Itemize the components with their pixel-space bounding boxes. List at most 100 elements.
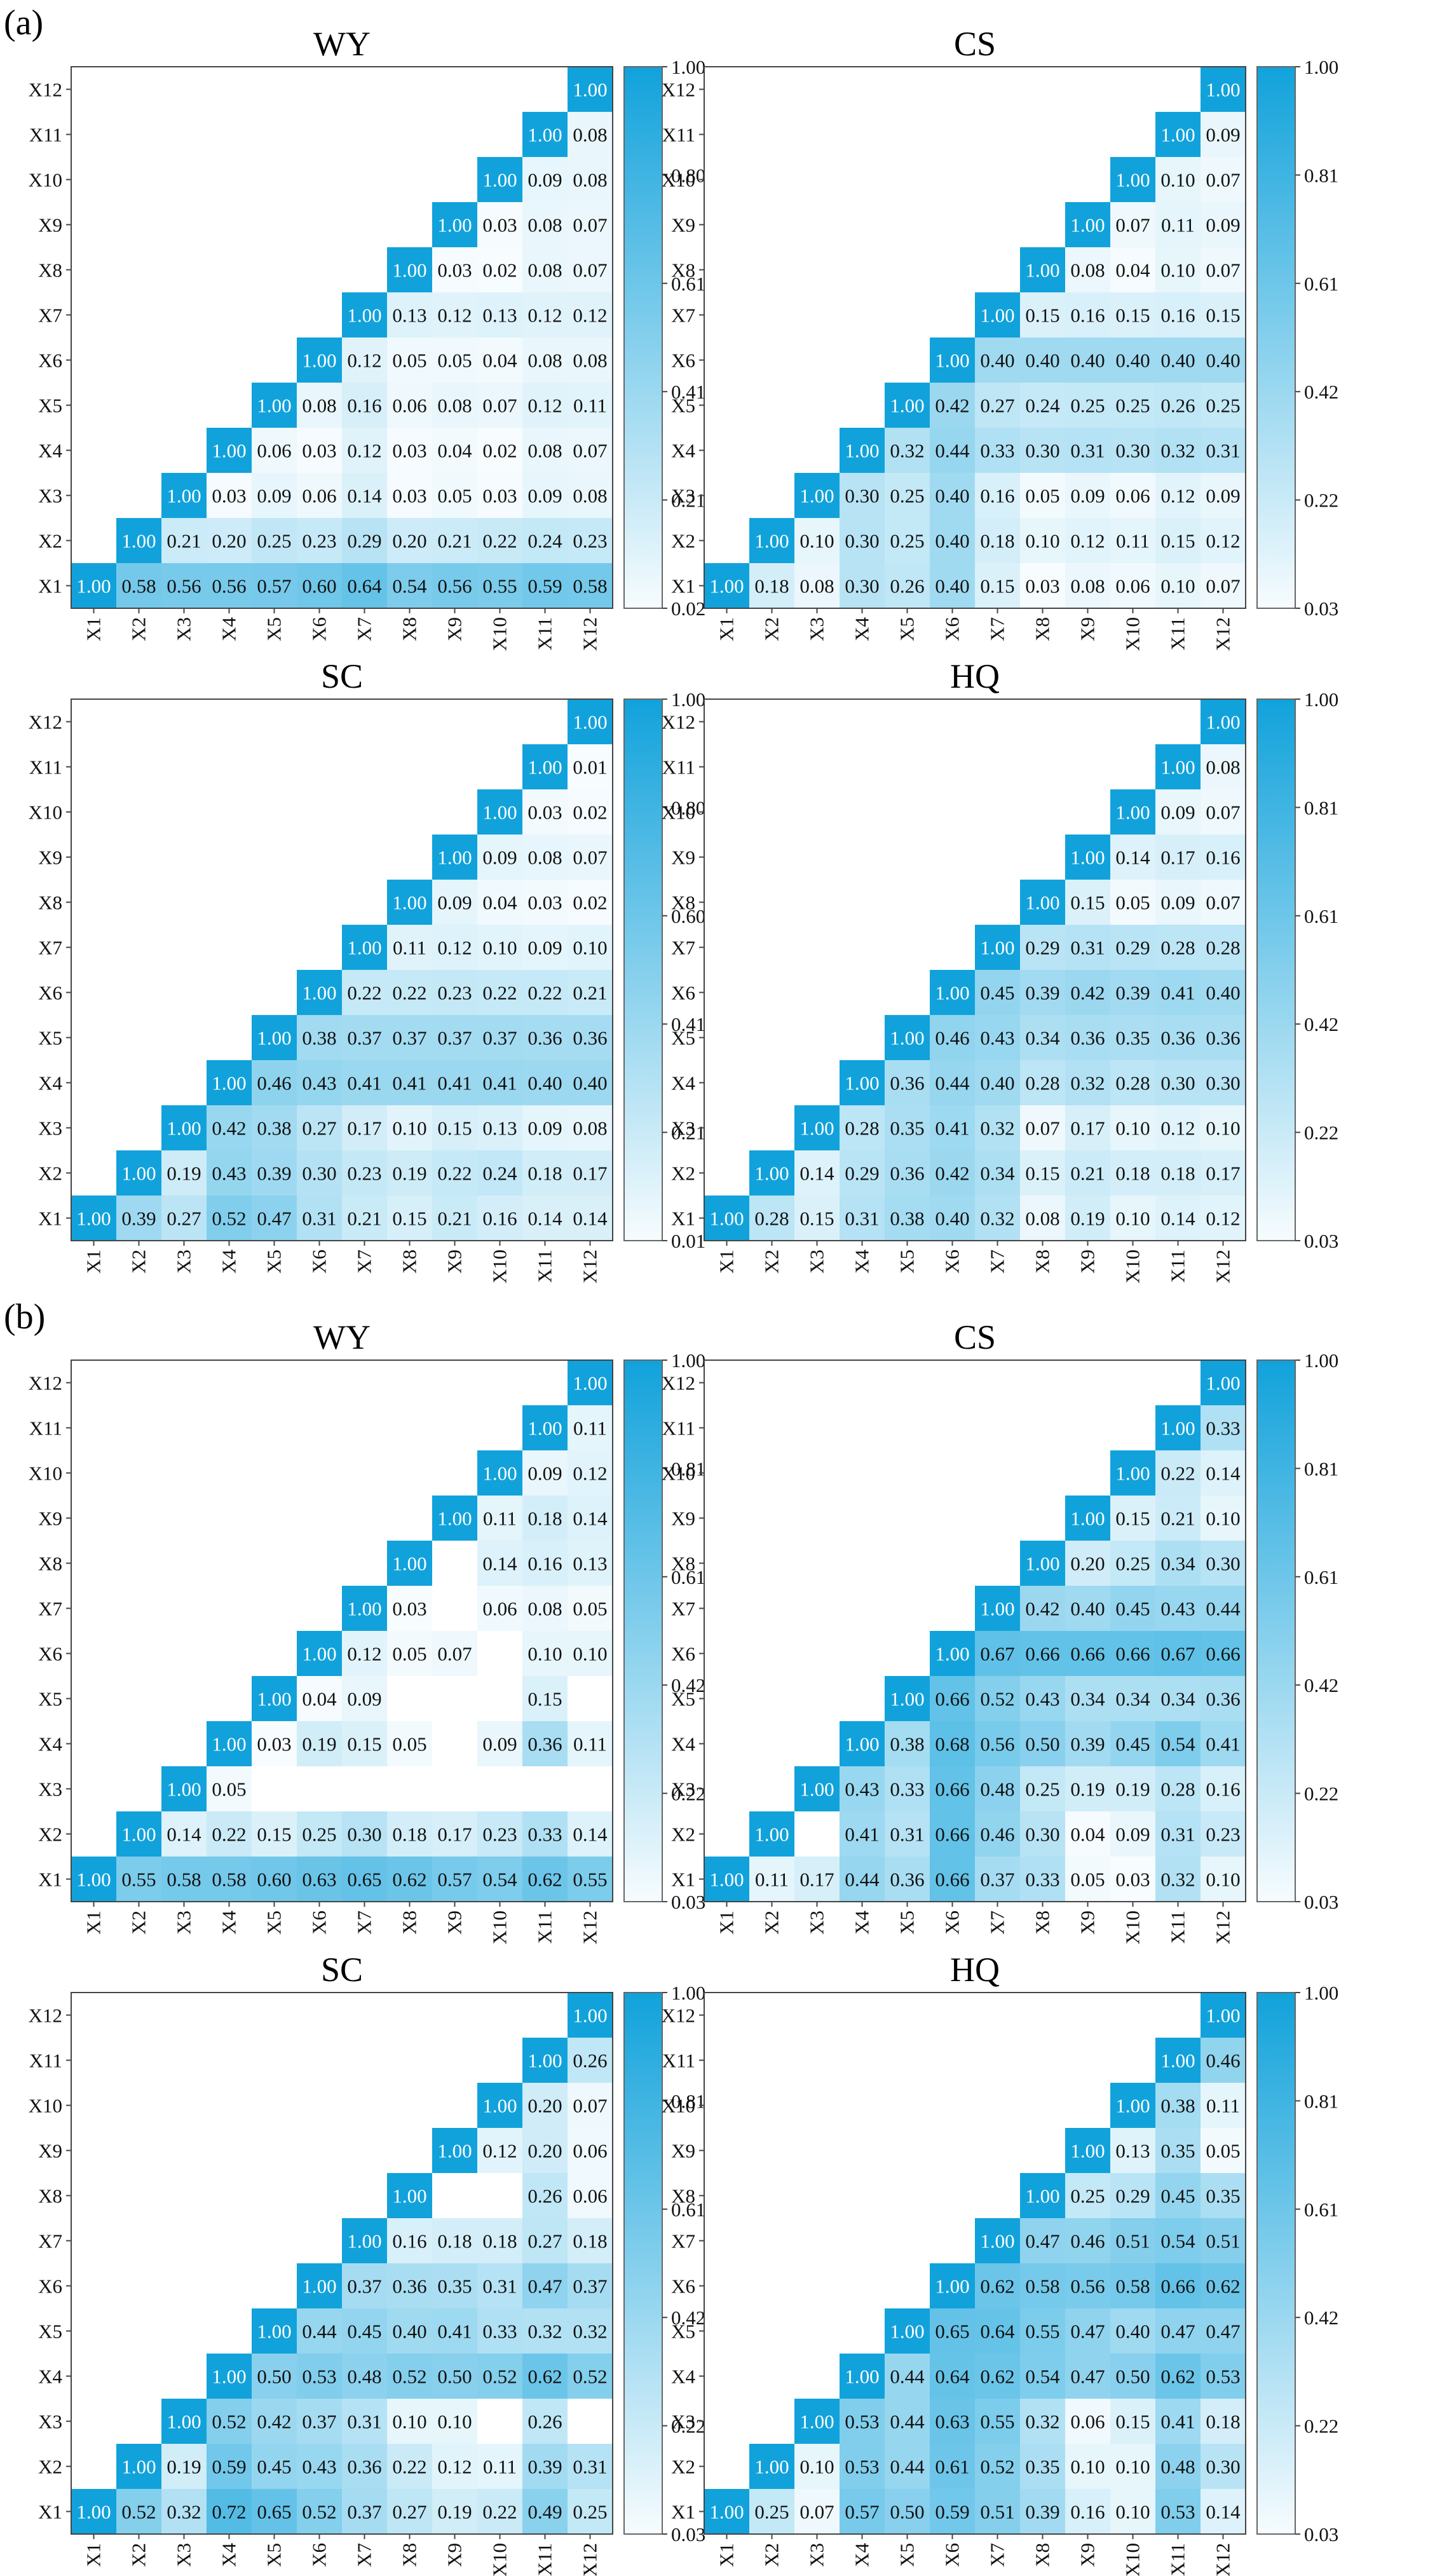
heatmap-cell: [1020, 1811, 1065, 1857]
cell-label: 1.00: [482, 801, 517, 824]
heatmap-cell: [477, 247, 522, 292]
heatmap-cell: [840, 563, 885, 608]
cell-label: 0.39: [257, 1162, 291, 1185]
heatmap-cell: [1201, 1631, 1246, 1676]
cell-label: 0.17: [573, 1162, 607, 1185]
y-tick-label: X1: [38, 1208, 62, 1230]
cell-label: 0.63: [302, 1869, 336, 1891]
y-tick-label: X4: [38, 2366, 62, 2388]
heatmap-cell: [1201, 518, 1246, 563]
heatmap-cell: [1110, 1196, 1155, 1241]
cell-label: 0.04: [482, 892, 517, 914]
cell-label: 0.10: [1115, 1117, 1150, 1140]
heatmap-cell: [477, 337, 522, 383]
heatmap-cell: [297, 2489, 342, 2534]
heatmap-cell: [207, 473, 252, 518]
cell-label: 0.03: [212, 485, 246, 507]
cell-label: 0.15: [1115, 2411, 1150, 2433]
heatmap-cell: [1201, 292, 1246, 337]
cell-label: 0.42: [935, 395, 969, 417]
x-tick-label: X8: [1031, 1911, 1054, 1935]
heatmap-cell: [522, 518, 568, 563]
cell-label: 1.00: [1206, 711, 1240, 733]
heatmap-cell: [387, 2354, 432, 2399]
heatmap-cell: [975, 1196, 1020, 1241]
cell-label: 0.52: [121, 2501, 156, 2523]
heatmap-cell: [207, 1766, 252, 1811]
heatmap-cell: [1155, 1586, 1201, 1631]
cell-label: 1.00: [527, 124, 562, 146]
heatmap-cell: [342, 518, 387, 563]
cell-label: 0.18: [437, 2230, 472, 2252]
cell-label: 0.41: [1206, 1733, 1240, 1755]
heatmap-cell: [1201, 2218, 1246, 2263]
cell-label: 1.00: [1115, 801, 1150, 824]
cell-label: 0.72: [212, 2501, 246, 2523]
heatmap-cell: [1065, 2308, 1110, 2354]
cell-label: 0.11: [755, 1869, 789, 1891]
cell-label: 0.40: [935, 485, 969, 507]
y-tick-label: X10: [29, 169, 62, 191]
y-tick-label: X9: [671, 847, 695, 869]
heatmap-cell: [342, 1857, 387, 1902]
heatmap-cell: [387, 1150, 432, 1196]
cell-label: 0.23: [482, 1823, 517, 1846]
heatmap-cell: [1110, 880, 1155, 925]
heatmap-cell: [568, 699, 613, 744]
cell-label: 0.25: [754, 2501, 789, 2523]
cell-label: 0.07: [482, 395, 517, 417]
cell-label: 0.15: [1115, 304, 1150, 327]
heatmap-cell: [1201, 428, 1246, 473]
x-tick-label: X3: [173, 1250, 195, 1274]
cell-label: 1.00: [76, 1208, 111, 1230]
heatmap-cell: [342, 1631, 387, 1676]
heatmap-cell: [477, 1586, 522, 1631]
heatmap-a-hq: HQ 1.00 0.28 0.15 0.31 0.38 0.40 0.32 0.08 0.19 0.…: [662, 657, 1339, 1283]
cell-label: 0.26: [1160, 395, 1195, 417]
cell-label: 0.36: [1206, 1688, 1240, 1710]
heatmap-cell: [1110, 1676, 1155, 1721]
heatmap-cell: [1110, 1450, 1155, 1496]
cell-label: 0.13: [392, 304, 426, 327]
heatmap-cell: [1201, 699, 1246, 744]
cell-label: 1.00: [437, 1508, 472, 1530]
x-tick-label: X6: [941, 617, 963, 641]
heatmap-cell: [432, 880, 477, 925]
heatmap-cell: [1020, 1857, 1065, 1902]
cell-label: 0.12: [573, 304, 607, 327]
cell-label: 0.33: [1025, 1869, 1059, 1891]
heatmap-cell: [1201, 1541, 1246, 1586]
cell-label: 0.07: [1206, 575, 1240, 597]
heatmap-cell: [432, 337, 477, 383]
cell-label: 0.23: [347, 1162, 381, 1185]
heatmap-cell: [342, 563, 387, 608]
cell-label: 0.33: [1206, 1417, 1240, 1440]
cell-label: 0.66: [935, 1823, 969, 1846]
heatmap-cell: [477, 1015, 522, 1060]
y-tick-label: X1: [671, 1208, 695, 1230]
heatmap-cell: [568, 2354, 613, 2399]
cell-label: 0.18: [1206, 2411, 1240, 2433]
x-tick-label: X10: [489, 1911, 511, 1944]
heatmap-cell: [1155, 2308, 1201, 2354]
cell-label: 0.58: [1025, 2275, 1059, 2298]
colorbar-tick-label: 0.01: [671, 1230, 705, 1252]
y-tick-label: X6: [671, 350, 695, 372]
cell-label: 0.37: [482, 1027, 517, 1049]
heatmap-b-cs: CS 1.00 0.11 0.17 0.44 0.36 0.66 0.37 0.33 0.05 0.…: [662, 1318, 1339, 1944]
heatmap-cell: [252, 1015, 297, 1060]
cell-label: 1.00: [302, 1643, 336, 1665]
x-tick-label: X8: [398, 2543, 421, 2567]
cell-label: 0.57: [437, 1869, 472, 1891]
cell-label: 0.30: [302, 1162, 336, 1185]
y-tick-label: X11: [29, 124, 62, 146]
heatmap-cell: [885, 1105, 930, 1150]
cell-label: 0.48: [347, 2366, 381, 2388]
heatmap-cell: [1201, 2354, 1246, 2399]
cell-label: 0.25: [1070, 395, 1105, 417]
y-tick-label: X1: [671, 2501, 695, 2523]
cell-label: 0.57: [257, 575, 291, 597]
cell-label: 0.03: [302, 440, 336, 462]
cell-label: 0.28: [1206, 937, 1240, 959]
heatmap-cell: [568, 202, 613, 247]
